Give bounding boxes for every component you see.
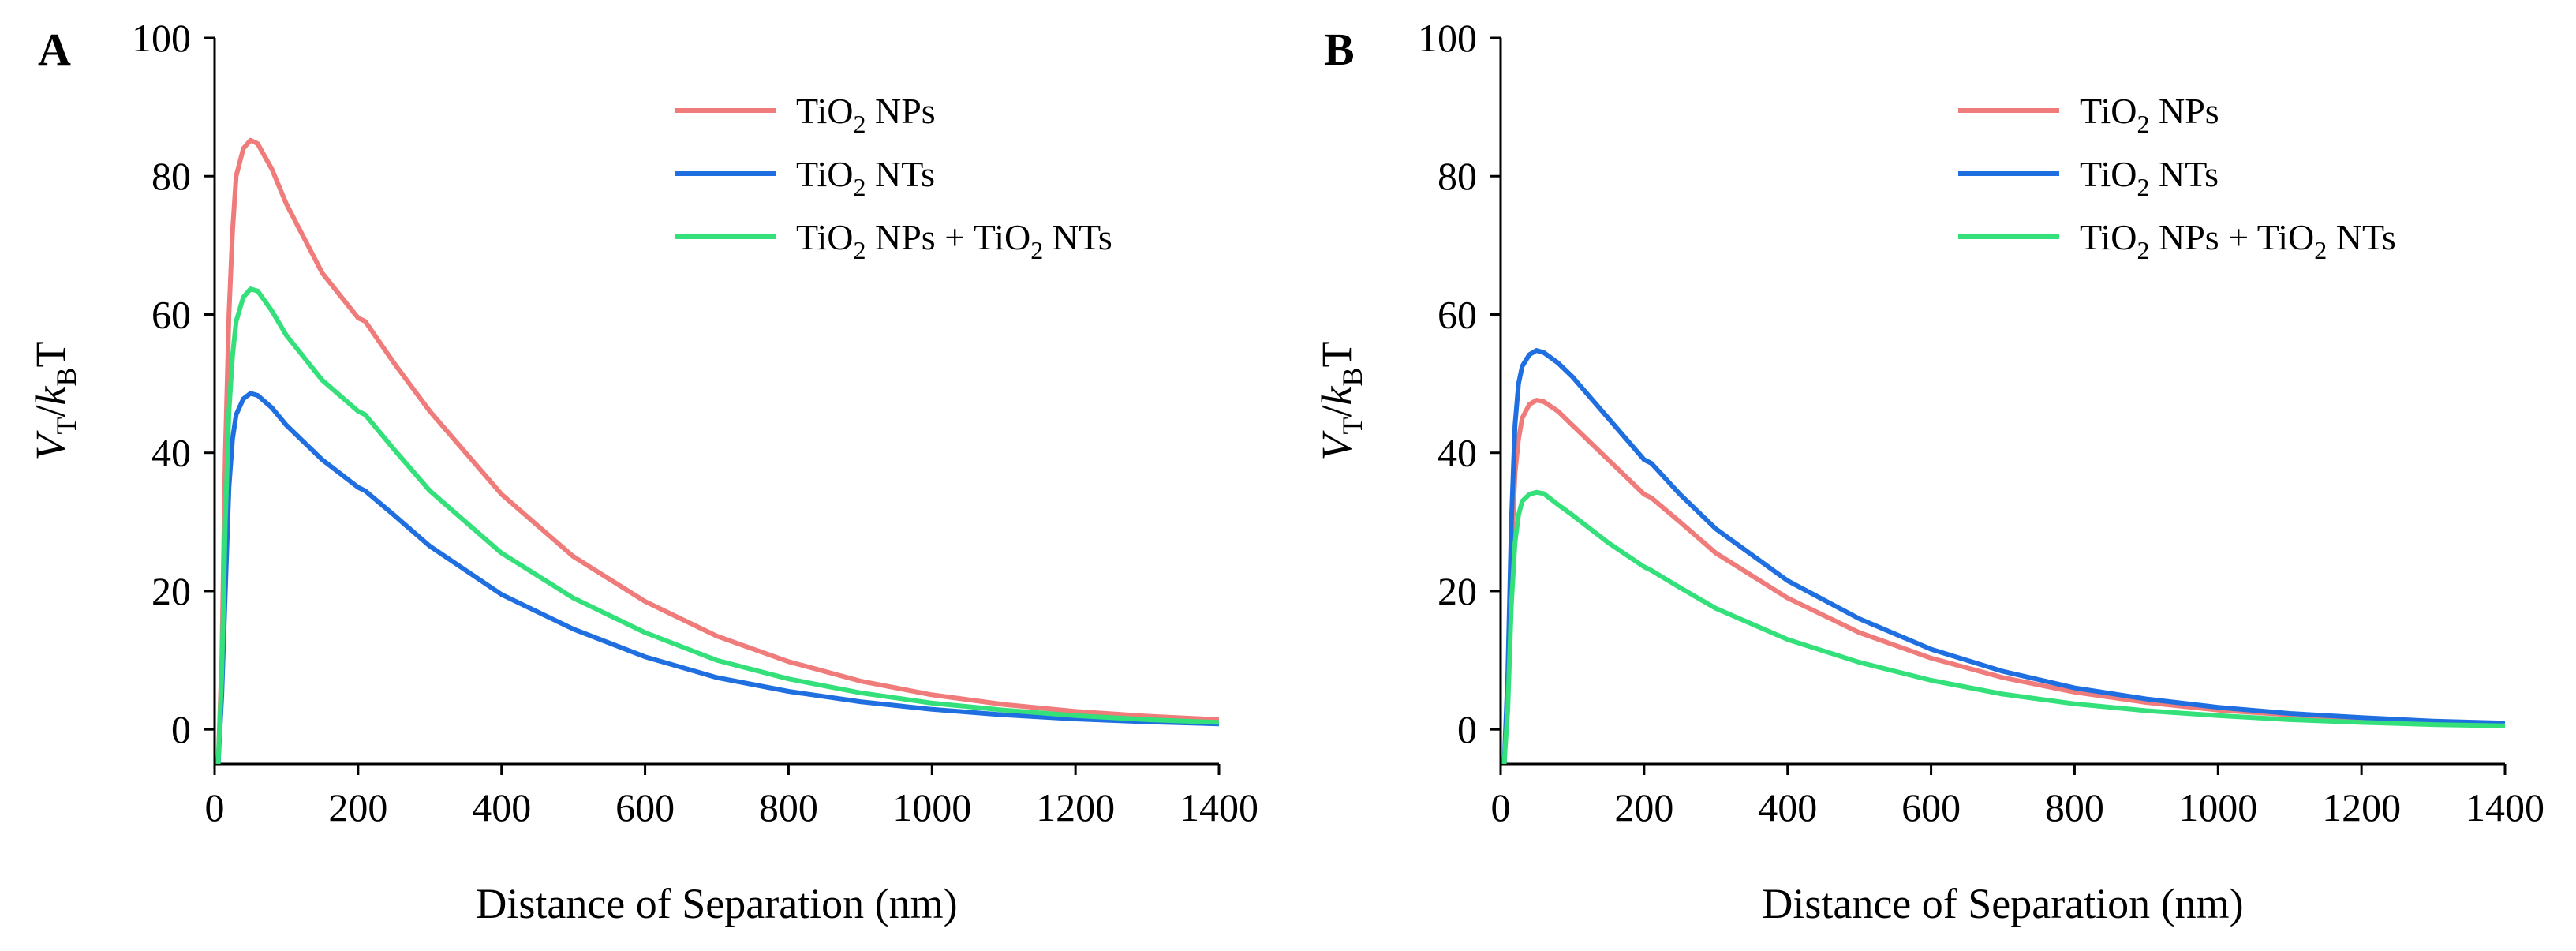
- legend-label-2: TiO2 NPs + TiO2 NTs: [2080, 217, 2396, 264]
- panel-letter: A: [38, 24, 71, 75]
- x-tick-label: 0: [1491, 785, 1511, 829]
- series-line-0: [1501, 398, 2505, 764]
- panel-letter: B: [1324, 24, 1355, 75]
- x-tick-label: 1200: [2322, 785, 2401, 829]
- x-tick-label: 1000: [2178, 785, 2257, 829]
- series-line-2: [215, 286, 1219, 764]
- x-tick-label: 400: [472, 785, 531, 829]
- y-tick-label: 20: [151, 569, 191, 613]
- y-tick-label: 0: [171, 707, 191, 751]
- y-tick-label: 100: [132, 16, 191, 60]
- legend-label-0: TiO2 NPs: [796, 91, 936, 138]
- legend-label-2: TiO2 NPs + TiO2 NTs: [796, 217, 1112, 264]
- x-tick-label: 800: [759, 785, 818, 829]
- x-tick-label: 600: [1901, 785, 1961, 829]
- x-tick-label: 400: [1758, 785, 1817, 829]
- x-tick-label: 1400: [2466, 785, 2544, 829]
- x-tick-label: 1000: [892, 785, 971, 829]
- legend: TiO2 NPs TiO2 NTs TiO2 NPs + TiO2 NTs: [1958, 91, 2396, 264]
- axis-lines: [213, 38, 1219, 766]
- x-tick-label: 800: [2045, 785, 2104, 829]
- legend-label-1: TiO2 NTs: [796, 154, 935, 201]
- x-tick-label: 1200: [1036, 785, 1115, 829]
- y-tick-label: 0: [1457, 707, 1477, 751]
- y-tick-label: 60: [1438, 292, 1477, 336]
- y-axis-title: VT/kBT: [27, 342, 82, 461]
- y-tick-label: 100: [1418, 16, 1477, 60]
- series-line-2: [1501, 489, 2505, 764]
- y-tick-label: 60: [151, 292, 191, 336]
- y-tick-label: 80: [1438, 154, 1477, 198]
- y-tick-label: 80: [151, 154, 191, 198]
- x-tick-label: 0: [205, 785, 225, 829]
- series-line-1: [215, 391, 1219, 764]
- x-tick-label: 1400: [1180, 785, 1258, 829]
- x-axis-title: Distance of Separation (nm): [476, 880, 957, 927]
- x-tick-label: 200: [1614, 785, 1673, 829]
- x-tick-label: 200: [328, 785, 387, 829]
- x-axis-title: Distance of Separation (nm): [1762, 880, 2243, 927]
- y-axis-title: VT/kBT: [1313, 342, 1368, 461]
- x-tick-label: 600: [615, 785, 675, 829]
- legend: TiO2 NPs TiO2 NTs TiO2 NPs + TiO2 NTs: [675, 91, 1112, 264]
- y-tick-label: 40: [1438, 431, 1477, 475]
- y-tick-label: 20: [1438, 569, 1477, 613]
- y-tick-label: 40: [151, 431, 191, 475]
- series-line-0: [215, 137, 1219, 764]
- legend-label-1: TiO2 NTs: [2080, 154, 2219, 201]
- axis-lines: [1499, 38, 2505, 766]
- series-line-1: [1501, 348, 2505, 764]
- legend-label-0: TiO2 NPs: [2080, 91, 2219, 138]
